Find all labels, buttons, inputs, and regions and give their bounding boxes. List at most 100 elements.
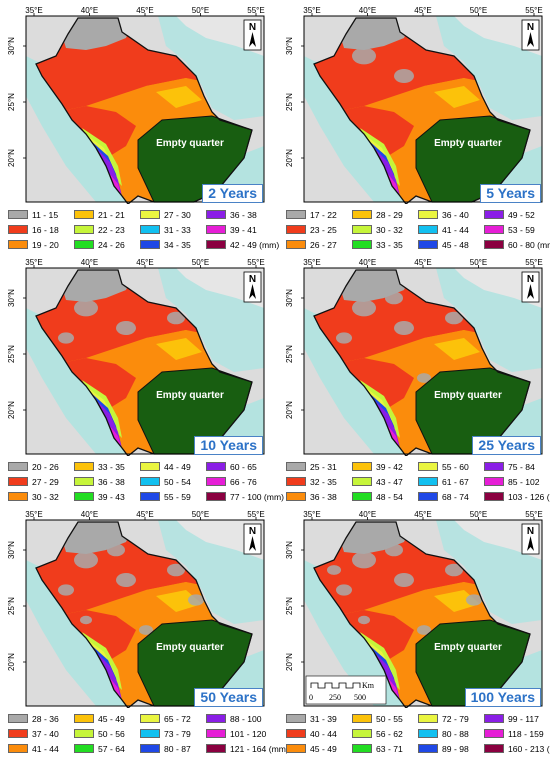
- legend-label: 68 - 74: [442, 491, 469, 502]
- legend-item: 56 - 62: [352, 727, 403, 740]
- red-sea: [304, 56, 408, 202]
- legend-item: 75 - 84: [484, 460, 535, 473]
- legend-label: 60 - 65: [230, 461, 257, 472]
- rainfall-map: Empty quarter 35°E 40°E 45°E 50°E 55°E 30°N 25°…: [285, 6, 543, 204]
- legend-label: 57 - 64: [98, 743, 125, 754]
- legend-item: 44 - 49: [140, 460, 191, 473]
- legend-swatch: [418, 240, 438, 249]
- legend-label: 30 - 32: [32, 491, 59, 502]
- iran-landmass: [454, 16, 542, 56]
- legend-swatch: [418, 729, 438, 738]
- legend-item: 32 - 35: [286, 475, 337, 488]
- legend-item: 16 - 18: [8, 223, 59, 236]
- legend-swatch: [484, 240, 504, 249]
- legend-swatch: [484, 477, 504, 486]
- legend-item: 30 - 32: [352, 223, 403, 236]
- longitude-tick-label: 50°E: [192, 510, 209, 519]
- legend-item: 50 - 56: [74, 727, 125, 740]
- legend-item: 27 - 30: [140, 208, 191, 221]
- legend-item: 36 - 38: [74, 475, 125, 488]
- legend-item: 39 - 41: [206, 223, 257, 236]
- legend-swatch: [352, 714, 372, 723]
- legend-item: 99 - 117: [484, 712, 539, 725]
- legend-item: 57 - 64: [74, 742, 125, 755]
- legend-swatch: [484, 714, 504, 723]
- empty-quarter-label: Empty quarter: [434, 390, 502, 401]
- north-label: N: [527, 526, 534, 537]
- latitude-tick-label: 20°N: [7, 149, 16, 167]
- legend-item: 23 - 25: [286, 223, 337, 236]
- legend-item: 48 - 54: [352, 490, 403, 503]
- rainfall-map: Empty quarter 35°E 40°E 45°E 50°E 55°E 30°N 25°…: [7, 510, 265, 708]
- legend-swatch: [206, 240, 226, 249]
- longitude-tick-label: 35°E: [25, 258, 42, 267]
- scale-label: 0: [309, 693, 313, 702]
- legend-item: 77 - 100 (mm): [206, 490, 284, 503]
- legend-swatch: [140, 240, 160, 249]
- legend-label: 21 - 21: [98, 209, 125, 220]
- legend-item: 103 - 126 (mm): [484, 490, 550, 503]
- legend-item: 55 - 60: [418, 460, 469, 473]
- legend-label: 43 - 47: [376, 476, 403, 487]
- legend-swatch: [74, 477, 94, 486]
- legend-item: 45 - 49: [286, 742, 337, 755]
- map-frame: Empty quarter 35°E 40°E 45°E 50°E 55°E 30°N 25°…: [4, 508, 272, 708]
- legend-swatch: [418, 225, 438, 234]
- latitude-tick-label: 30°N: [7, 37, 16, 55]
- legend-swatch: [206, 225, 226, 234]
- legend-swatch: [140, 477, 160, 486]
- longitude-tick-label: 40°E: [81, 258, 98, 267]
- longitude-tick-label: 50°E: [192, 6, 209, 15]
- return-period-label: 100 Years: [464, 688, 541, 707]
- legend-label: 36 - 38: [230, 209, 257, 220]
- return-period-label: 10 Years: [194, 436, 263, 455]
- legend-item: 19 - 20: [8, 238, 59, 251]
- legend-item: 36 - 40: [418, 208, 469, 221]
- legend-swatch: [74, 225, 94, 234]
- legend-swatch: [206, 714, 226, 723]
- legend-label: 32 - 35: [310, 476, 337, 487]
- legend-swatch: [8, 225, 28, 234]
- latitude-tick-label: 20°N: [285, 401, 294, 419]
- latitude-tick-label: 25°N: [7, 93, 16, 111]
- legend-label: 23 - 25: [310, 224, 337, 235]
- legend-label: 88 - 100: [230, 713, 262, 724]
- return-period-label: 50 Years: [194, 688, 263, 707]
- legend-label: 55 - 60: [442, 461, 469, 472]
- longitude-tick-label: 55°E: [525, 6, 542, 15]
- legend-swatch: [286, 240, 306, 249]
- legend-item: 25 - 31: [286, 460, 337, 473]
- legend-label: 53 - 59: [508, 224, 535, 235]
- latitude-tick-label: 20°N: [285, 653, 294, 671]
- legend-swatch: [352, 225, 372, 234]
- legend-swatch: [8, 477, 28, 486]
- return-period-label: 5 Years: [480, 184, 541, 203]
- legend-item: 89 - 98: [418, 742, 469, 755]
- legend-label: 34 - 35: [164, 239, 191, 250]
- map-panel: Empty quarter 35°E 40°E 45°E 50°E 55°E 30°N 25°…: [4, 256, 284, 504]
- legend-item: 41 - 44: [418, 223, 469, 236]
- longitude-tick-label: 45°E: [136, 258, 153, 267]
- latitude-tick-label: 25°N: [7, 345, 16, 363]
- latitude-tick-label: 20°N: [285, 149, 294, 167]
- legend-swatch: [352, 744, 372, 753]
- longitude-tick-label: 35°E: [303, 510, 320, 519]
- legend-swatch: [352, 462, 372, 471]
- rainfall-map: Empty quarter 35°E 40°E 45°E 50°E 55°E 30°N 25°…: [7, 258, 265, 456]
- legend-swatch: [140, 462, 160, 471]
- longitude-tick-label: 35°E: [303, 258, 320, 267]
- legend-swatch: [418, 492, 438, 501]
- legend-label: 50 - 54: [164, 476, 191, 487]
- legend-swatch: [418, 462, 438, 471]
- legend-item: 28 - 36: [8, 712, 59, 725]
- legend-item: 17 - 22: [286, 208, 337, 221]
- legend-item: 60 - 80 (mm): [484, 238, 550, 251]
- legend-item: 34 - 35: [140, 238, 191, 251]
- longitude-tick-label: 55°E: [525, 258, 542, 267]
- iran-landmass: [454, 520, 542, 560]
- legend-swatch: [418, 714, 438, 723]
- legend-swatch: [484, 210, 504, 219]
- longitude-tick-label: 40°E: [359, 6, 376, 15]
- longitude-tick-label: 40°E: [359, 258, 376, 267]
- legend-item: 41 - 44: [8, 742, 59, 755]
